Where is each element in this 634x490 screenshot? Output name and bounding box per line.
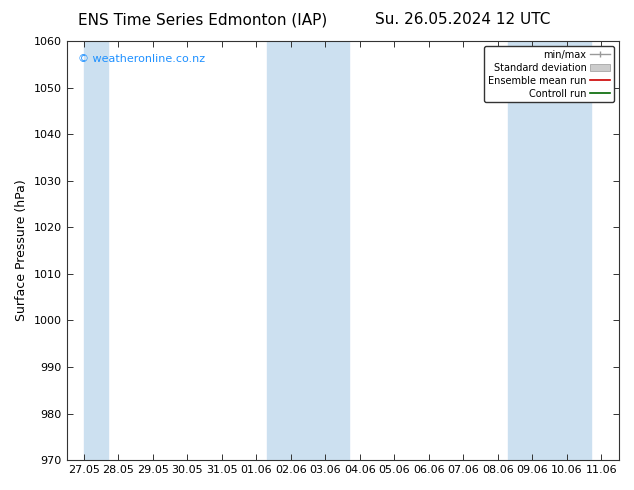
Bar [267,41,349,460]
Text: ENS Time Series Edmonton (IAP): ENS Time Series Edmonton (IAP) [78,12,328,27]
Bar [84,41,108,460]
Y-axis label: Surface Pressure (hPa): Surface Pressure (hPa) [15,180,28,321]
Text: Su. 26.05.2024 12 UTC: Su. 26.05.2024 12 UTC [375,12,550,27]
Bar [508,41,591,460]
Text: © weatheronline.co.nz: © weatheronline.co.nz [77,53,205,64]
Legend: min/max, Standard deviation, Ensemble mean run, Controll run: min/max, Standard deviation, Ensemble me… [484,46,614,102]
